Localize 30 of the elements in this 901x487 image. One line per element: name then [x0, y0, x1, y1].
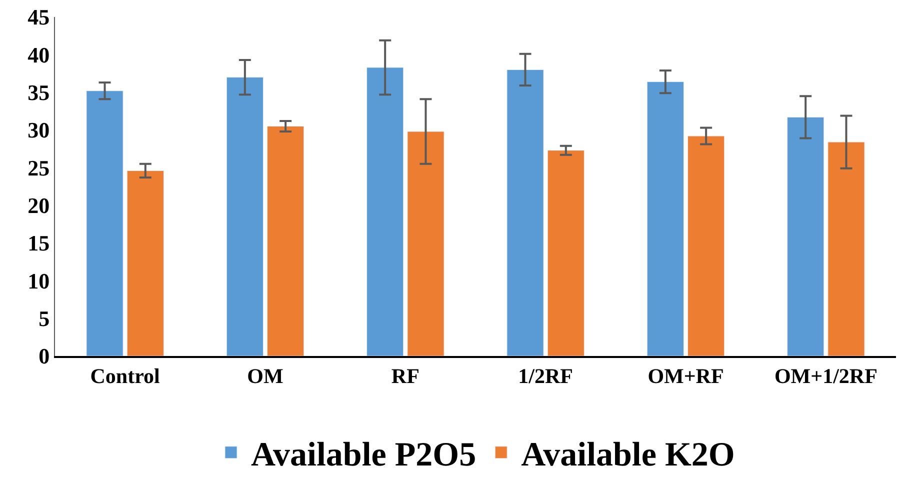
- bar: [547, 150, 584, 356]
- y-tick-label: 45: [28, 4, 50, 30]
- y-tick-label: 5: [38, 306, 50, 332]
- bar: [407, 131, 444, 356]
- bar: [787, 116, 824, 356]
- bar: [126, 170, 164, 356]
- bar: [267, 126, 304, 356]
- x-tick-label: OM+1/2RF: [774, 364, 878, 388]
- legend-label: Available K2O: [521, 436, 735, 474]
- bar: [366, 67, 404, 356]
- bar: [86, 90, 124, 356]
- x-tick-label: RF: [391, 364, 420, 388]
- y-tick-label: 15: [28, 230, 50, 256]
- y-tick-label: 30: [28, 118, 50, 143]
- x-tick-label: Control: [90, 364, 160, 388]
- bar: [828, 142, 865, 356]
- y-tick-label: 10: [28, 268, 50, 294]
- y-tick-label: 40: [28, 42, 50, 68]
- y-tick-label: 20: [28, 193, 50, 218]
- bar: [506, 69, 544, 356]
- x-tick-label: OM: [247, 364, 284, 388]
- y-tick-label: 0: [38, 344, 50, 369]
- bar: [226, 77, 264, 356]
- bar: [646, 82, 684, 356]
- x-tick-label: OM+RF: [648, 364, 724, 388]
- y-tick-label: 35: [28, 80, 50, 106]
- x-tick-label: 1/2RF: [518, 364, 573, 388]
- legend-label: Available P2O5: [251, 436, 476, 474]
- bar: [688, 136, 725, 356]
- y-tick-label: 25: [28, 155, 50, 180]
